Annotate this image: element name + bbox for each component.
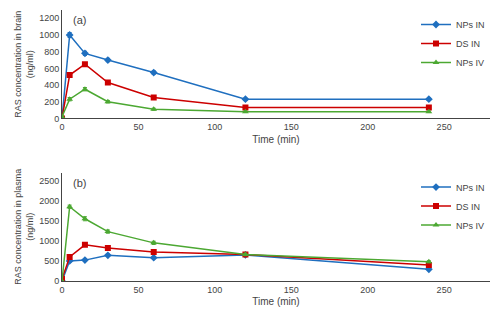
- svg-text:Time (min): Time (min): [252, 296, 299, 307]
- svg-text:RAS concentration in plasma(ng: RAS concentration in plasma(ng/ml): [13, 169, 35, 285]
- svg-text:1000: 1000: [39, 30, 59, 40]
- svg-text:800: 800: [44, 47, 59, 57]
- svg-text:NPs IV: NPs IV: [456, 221, 484, 231]
- svg-text:150: 150: [284, 122, 299, 132]
- svg-text:DS IN: DS IN: [456, 39, 480, 49]
- svg-text:150: 150: [284, 285, 299, 295]
- svg-text:2500: 2500: [39, 176, 59, 186]
- svg-text:2000: 2000: [39, 196, 59, 206]
- svg-text:50: 50: [133, 285, 143, 295]
- svg-text:50: 50: [133, 122, 143, 132]
- svg-text:NPs IN: NPs IN: [456, 183, 485, 193]
- svg-text:1000: 1000: [39, 236, 59, 246]
- svg-text:200: 200: [360, 285, 375, 295]
- svg-text:DS IN: DS IN: [456, 202, 480, 212]
- svg-text:RAS concentration in brain(ng/: RAS concentration in brain(ng/ml): [13, 11, 35, 118]
- svg-text:600: 600: [44, 64, 59, 74]
- svg-text:200: 200: [44, 97, 59, 107]
- svg-text:0: 0: [54, 114, 59, 124]
- svg-text:100: 100: [207, 285, 222, 295]
- svg-text:0: 0: [59, 122, 64, 132]
- svg-text:(a): (a): [73, 14, 86, 26]
- svg-text:250: 250: [437, 285, 452, 295]
- svg-text:(b): (b): [73, 177, 86, 189]
- svg-text:400: 400: [44, 80, 59, 90]
- svg-text:200: 200: [360, 122, 375, 132]
- svg-text:1200: 1200: [39, 13, 59, 23]
- svg-text:500: 500: [44, 256, 59, 266]
- svg-text:0: 0: [59, 285, 64, 295]
- svg-text:0: 0: [54, 276, 59, 286]
- svg-text:NPs IN: NPs IN: [456, 20, 485, 30]
- svg-text:1500: 1500: [39, 216, 59, 226]
- svg-text:Time (min): Time (min): [252, 134, 299, 145]
- svg-text:250: 250: [437, 122, 452, 132]
- svg-text:100: 100: [207, 122, 222, 132]
- svg-text:NPs IV: NPs IV: [456, 58, 484, 68]
